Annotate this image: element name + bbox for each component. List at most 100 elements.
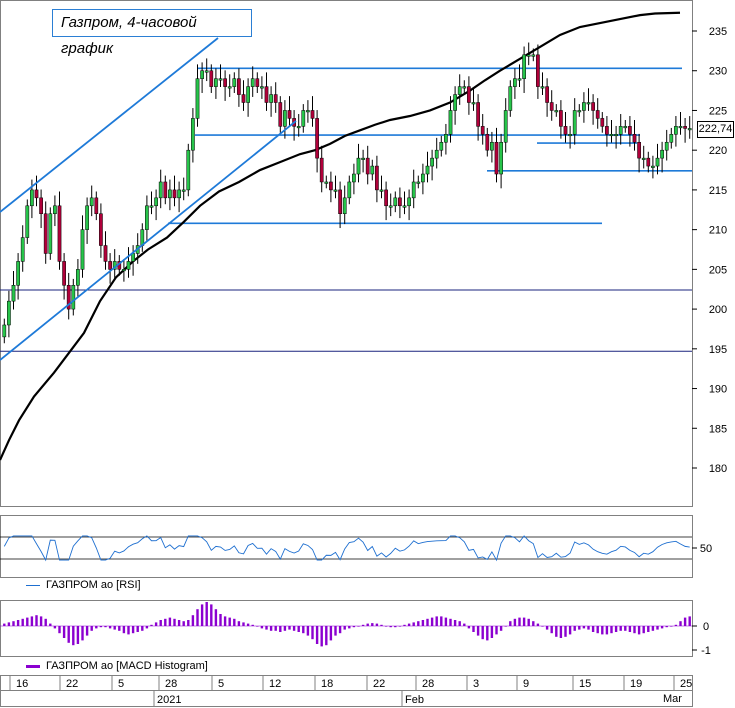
candle-body bbox=[687, 128, 692, 131]
candle-body bbox=[310, 110, 315, 119]
candle-body bbox=[411, 181, 416, 199]
macd-bar bbox=[251, 624, 254, 626]
candle-body bbox=[319, 157, 324, 183]
candle-body bbox=[678, 126, 683, 129]
trend-channel-upper bbox=[0, 37, 219, 213]
macd-tick-label: 0 bbox=[703, 621, 709, 633]
candle-body bbox=[407, 197, 411, 207]
candle-body bbox=[448, 110, 453, 135]
candle-body bbox=[467, 86, 471, 103]
price-tick-label: 220 bbox=[709, 145, 727, 157]
candle-body bbox=[485, 134, 490, 151]
price-tick-label: 195 bbox=[709, 344, 727, 356]
candle-body bbox=[439, 141, 444, 151]
macd-layer: -1 0 bbox=[0, 602, 711, 657]
macd-bar bbox=[426, 618, 429, 626]
candle-body bbox=[25, 205, 30, 238]
candle-body bbox=[218, 78, 223, 81]
macd-bar bbox=[182, 621, 185, 626]
macd-bar bbox=[265, 626, 268, 630]
macd-bar bbox=[306, 626, 310, 636]
macd-bar bbox=[99, 626, 103, 628]
candle-body bbox=[628, 126, 632, 135]
candle-body bbox=[7, 300, 11, 326]
candle-body bbox=[278, 102, 283, 127]
candle-body bbox=[227, 86, 232, 89]
candle-body bbox=[375, 165, 379, 191]
candle-body bbox=[172, 189, 177, 199]
macd-bar bbox=[338, 626, 342, 634]
macd-bar bbox=[637, 626, 641, 635]
time-tick-label: 22 bbox=[66, 678, 78, 690]
macd-bar bbox=[440, 616, 443, 626]
price-tick-label: 180 bbox=[709, 463, 727, 475]
rsi-line bbox=[3, 535, 690, 562]
candle-body bbox=[241, 94, 246, 103]
price-tick-label: 205 bbox=[709, 264, 727, 276]
macd-bar bbox=[463, 623, 466, 626]
rsi-tick-label: 50 bbox=[700, 543, 712, 555]
time-tick-label: 5 bbox=[118, 678, 124, 690]
candle-body bbox=[214, 78, 218, 87]
candle-body bbox=[246, 86, 250, 103]
time-tick-label: 19 bbox=[630, 678, 642, 690]
candle-body bbox=[264, 86, 269, 103]
macd-bar bbox=[435, 616, 438, 626]
candle-body bbox=[651, 165, 655, 168]
macd-bar bbox=[150, 624, 153, 626]
candle-body bbox=[223, 78, 227, 87]
candle-body bbox=[398, 197, 402, 207]
candle-body bbox=[526, 54, 531, 57]
candle-body bbox=[494, 141, 499, 175]
macd-bar bbox=[127, 626, 130, 635]
candle-body bbox=[122, 269, 126, 272]
macd-bar bbox=[421, 620, 425, 626]
candle-body bbox=[48, 213, 53, 254]
candle-body bbox=[126, 261, 131, 270]
macd-bar bbox=[274, 626, 277, 631]
candle-body bbox=[287, 110, 292, 119]
price-tick-label: 230 bbox=[709, 66, 727, 78]
macd-bar bbox=[39, 616, 43, 626]
candle-body bbox=[632, 134, 637, 143]
macd-bar bbox=[168, 617, 172, 626]
macd-bar bbox=[412, 622, 415, 626]
macd-bar bbox=[30, 616, 34, 626]
candle-body bbox=[131, 253, 135, 262]
candle-body bbox=[508, 86, 513, 111]
candle-body bbox=[384, 189, 388, 207]
macd-bar bbox=[628, 626, 632, 632]
rsi-layer: 50 bbox=[0, 535, 712, 562]
period-label: 2021 bbox=[157, 694, 181, 706]
candle-body bbox=[177, 189, 181, 199]
macd-bar bbox=[670, 626, 673, 627]
candle-body bbox=[20, 237, 25, 262]
candle-body bbox=[94, 197, 99, 214]
candle-body bbox=[531, 54, 536, 57]
time-tick-label: 5 bbox=[218, 678, 224, 690]
candle-body bbox=[103, 245, 108, 262]
trend-channel bbox=[0, 37, 297, 361]
candle-body bbox=[554, 110, 559, 113]
candle-body bbox=[674, 126, 678, 135]
macd-bar bbox=[311, 626, 314, 640]
macd-bar bbox=[145, 626, 149, 629]
macd-bar bbox=[660, 626, 664, 629]
candle-body bbox=[145, 205, 149, 230]
candle-body bbox=[11, 285, 16, 302]
macd-bar bbox=[601, 626, 604, 635]
macd-bar bbox=[269, 626, 273, 631]
price-tick-label: 235 bbox=[709, 26, 727, 38]
macd-bar bbox=[366, 623, 369, 626]
macd-bar bbox=[159, 620, 162, 626]
macd-bar bbox=[196, 609, 199, 626]
candle-body bbox=[480, 126, 485, 135]
macd-bar bbox=[334, 626, 337, 636]
time-tick-label: 3 bbox=[473, 678, 479, 690]
candle-body bbox=[402, 205, 407, 208]
macd-bar bbox=[357, 626, 360, 627]
macd-bar bbox=[394, 626, 397, 628]
candle-body bbox=[669, 134, 674, 143]
macd-bar bbox=[375, 623, 379, 626]
macd-bar bbox=[62, 626, 66, 638]
